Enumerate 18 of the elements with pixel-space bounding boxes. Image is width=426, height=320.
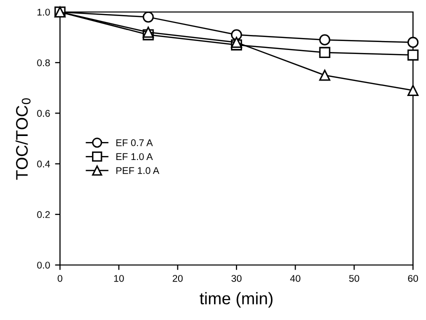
y-tick-label: 0.4 <box>37 160 50 168</box>
legend-label: EF 1.0 A <box>116 153 153 160</box>
x-tick-label: 20 <box>172 274 183 282</box>
y-tick-label: 0.6 <box>37 110 50 117</box>
y-tick-label: 0.8 <box>37 59 50 66</box>
x-tick-label: 40 <box>290 274 300 282</box>
y-axis-title: TOC/TOC$_{0}$ <box>16 98 31 180</box>
x-axis-title: time (min) <box>200 292 273 308</box>
x-tick-label: 30 <box>231 274 242 282</box>
x-tick-label: 10 <box>114 274 124 282</box>
legend-label: PEF 1.0 A <box>116 167 160 174</box>
legend-label: EF 0.7 A <box>116 139 153 146</box>
x-tick-label: 60 <box>408 274 418 282</box>
x-tick-label: 0 <box>58 274 62 282</box>
y-tick-label: 0.2 <box>37 211 50 218</box>
x-tick-label: 50 <box>349 274 360 282</box>
y-tick-label: 0.0 <box>37 262 50 269</box>
y-tick-label: 1.0 <box>38 8 50 16</box>
